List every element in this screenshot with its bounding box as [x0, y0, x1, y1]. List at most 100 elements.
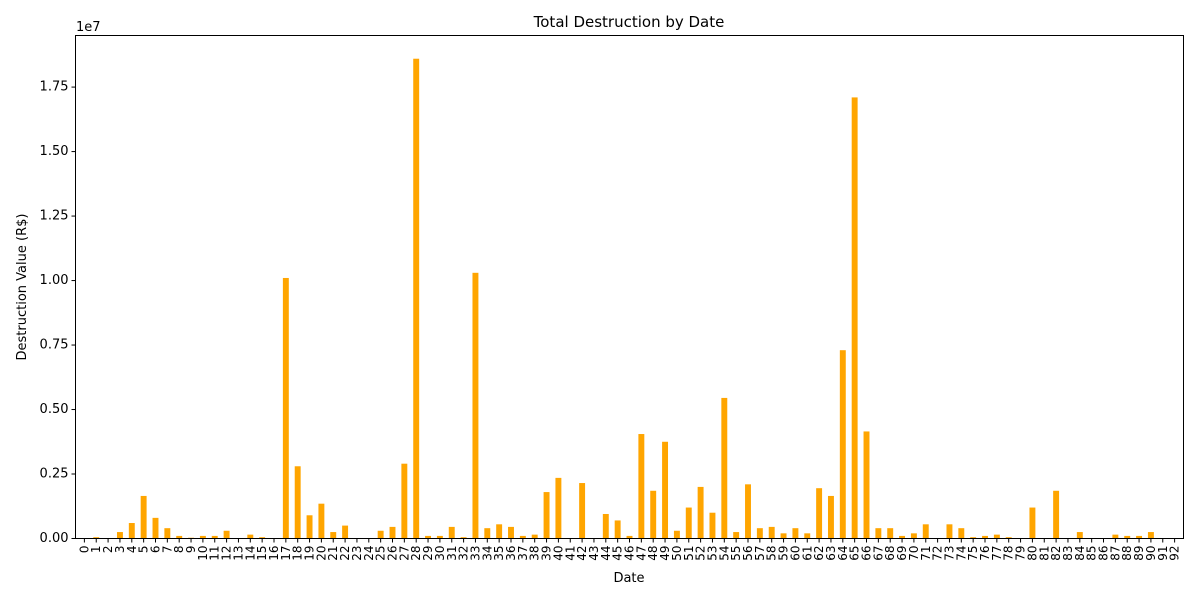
x-tick-label-78: 78 — [1002, 546, 1016, 561]
x-tick-label-4: 4 — [125, 546, 139, 554]
y-axis-scale-note: 1e7 — [76, 20, 101, 35]
bar-73 — [946, 524, 953, 539]
x-tick-label-80: 80 — [1025, 546, 1039, 561]
bar-60 — [792, 528, 799, 539]
x-tick-label-36: 36 — [504, 546, 518, 561]
x-tick-label-84: 84 — [1073, 546, 1087, 561]
bar-50 — [673, 530, 680, 539]
x-tick-label-72: 72 — [931, 546, 945, 561]
bar-61 — [804, 533, 811, 539]
x-tick-label-25: 25 — [374, 546, 388, 561]
x-tick-label-70: 70 — [907, 546, 921, 561]
x-tick-label-79: 79 — [1014, 546, 1028, 561]
x-tick-label-11: 11 — [208, 546, 222, 561]
bar-34 — [484, 528, 491, 539]
bar-77 — [993, 534, 1000, 539]
x-tick-label-50: 50 — [670, 546, 684, 561]
x-tick-label-91: 91 — [1156, 546, 1170, 561]
bar-78 — [1005, 537, 1012, 539]
bar-82 — [1053, 490, 1060, 539]
bar-52 — [697, 486, 704, 539]
bar-7 — [164, 528, 171, 539]
x-tick-label-30: 30 — [433, 546, 447, 561]
x-tick-label-6: 6 — [148, 546, 162, 554]
bar-38 — [531, 534, 538, 539]
bar-32 — [460, 537, 467, 539]
x-tick-label-56: 56 — [741, 546, 755, 561]
bar-90 — [1147, 532, 1154, 539]
x-tick-label-88: 88 — [1120, 546, 1134, 561]
bar-6 — [152, 517, 159, 539]
x-tick-label-48: 48 — [646, 546, 660, 561]
x-tick-label-1: 1 — [89, 546, 103, 554]
bar-27 — [401, 463, 408, 539]
x-tick-label-9: 9 — [184, 546, 198, 554]
x-tick-label-31: 31 — [445, 546, 459, 561]
bar-70 — [910, 533, 917, 539]
x-tick-label-64: 64 — [836, 546, 850, 561]
bar-19 — [306, 515, 313, 539]
x-tick-label-43: 43 — [587, 546, 601, 561]
bar-30 — [436, 535, 443, 539]
x-tick-label-10: 10 — [196, 546, 210, 561]
x-tick-label-8: 8 — [172, 546, 186, 554]
x-tick-label-85: 85 — [1085, 546, 1099, 561]
x-tick-label-51: 51 — [682, 546, 696, 561]
x-tick-label-44: 44 — [599, 546, 613, 561]
x-tick-label-45: 45 — [611, 546, 625, 561]
x-tick-label-26: 26 — [385, 546, 399, 561]
x-tick-label-22: 22 — [338, 546, 352, 561]
x-tick-label-65: 65 — [848, 546, 862, 561]
bar-5 — [140, 495, 147, 539]
bar-47 — [638, 434, 645, 539]
x-tick-label-90: 90 — [1144, 546, 1158, 561]
x-tick-label-86: 86 — [1097, 546, 1111, 561]
x-tick-label-57: 57 — [753, 546, 767, 561]
bar-22 — [342, 525, 349, 539]
chart-title: Total Destruction by Date — [533, 13, 725, 31]
bar-59 — [780, 533, 787, 539]
x-tick-label-27: 27 — [397, 546, 411, 561]
x-tick-label-3: 3 — [113, 546, 127, 554]
bar-71 — [922, 524, 929, 539]
y-tick-label-1.00: 1.00 — [40, 273, 69, 288]
x-tick-label-38: 38 — [528, 546, 542, 561]
x-axis-label: Date — [613, 571, 644, 586]
bar-11 — [211, 535, 218, 539]
bar-80 — [1029, 507, 1036, 539]
x-tick-label-66: 66 — [860, 546, 874, 561]
bar-48 — [650, 490, 657, 539]
x-tick-label-68: 68 — [883, 546, 897, 561]
bars-layer — [93, 58, 1154, 539]
plot-frame — [75, 35, 1184, 539]
x-tick-label-39: 39 — [540, 546, 554, 561]
x-tick-label-59: 59 — [777, 546, 791, 561]
y-tick-label-0.50: 0.50 — [40, 402, 69, 417]
bar-29 — [425, 535, 432, 539]
x-tick-label-82: 82 — [1049, 546, 1063, 561]
bar-17 — [282, 277, 289, 539]
bar-8 — [176, 535, 183, 539]
x-tick-label-52: 52 — [694, 546, 708, 561]
bar-53 — [709, 512, 716, 539]
x-tick-label-16: 16 — [267, 546, 281, 561]
bar-62 — [816, 488, 823, 539]
x-tick-label-34: 34 — [480, 546, 494, 561]
bar-26 — [389, 526, 396, 539]
bar-56 — [745, 484, 751, 539]
bar-1 — [93, 537, 100, 539]
x-tick-label-23: 23 — [350, 546, 364, 561]
bar-21 — [330, 532, 337, 539]
x-tick-label-18: 18 — [291, 546, 305, 561]
x-tick-label-21: 21 — [326, 546, 340, 561]
y-tick-label-0.25: 0.25 — [40, 467, 69, 482]
x-tick-label-13: 13 — [231, 546, 245, 561]
x-tick-label-29: 29 — [421, 546, 435, 561]
bar-33 — [472, 272, 479, 539]
bar-69 — [899, 535, 906, 539]
bar-89 — [1136, 535, 1143, 539]
x-tick-label-92: 92 — [1168, 546, 1182, 561]
bar-12 — [223, 530, 230, 539]
y-axis-label: Destruction Value (R$) — [15, 214, 30, 361]
x-tick-label-54: 54 — [717, 546, 731, 561]
